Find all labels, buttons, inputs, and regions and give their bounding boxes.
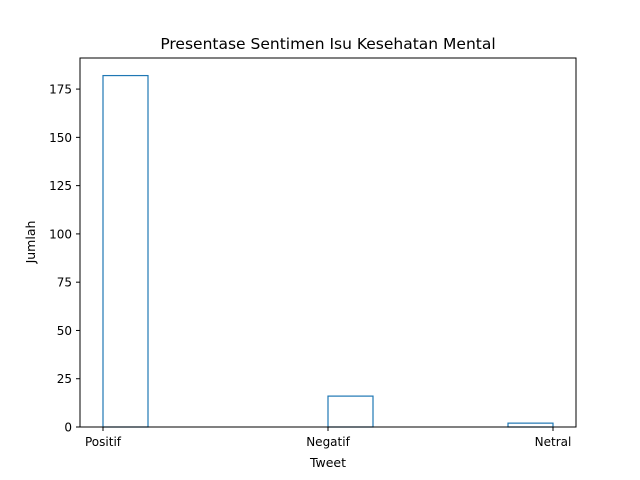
y-tick-label: 100 [49,227,72,241]
y-axis-label: Jumlah [23,221,38,265]
y-tick-label: 175 [49,83,72,97]
bar-negatif [327,395,374,428]
x-tick-label-netral: Netral [535,435,572,449]
y-tick-label: 125 [49,179,72,193]
y-axis-ticks: 0 25 50 75 100 125 150 175 [49,83,80,435]
y-tick-label: 0 [64,421,72,435]
bar-netral [507,422,554,428]
bars-group [102,74,554,428]
x-tick-label-negatif: Negatif [306,435,350,449]
x-tick-label-positif: Positif [85,435,122,449]
y-tick-label: 75 [57,276,72,290]
y-tick-label: 25 [57,372,72,386]
chart-title: Presentase Sentimen Isu Kesehatan Mental [160,35,495,53]
plot-frame [79,57,577,428]
y-tick-label: 150 [49,131,72,145]
bar-positif [102,74,149,428]
y-tick-label: 50 [57,324,72,338]
x-axis-label: Tweet [309,455,346,470]
x-axis-ticks: Positif Negatif Netral [85,427,571,449]
